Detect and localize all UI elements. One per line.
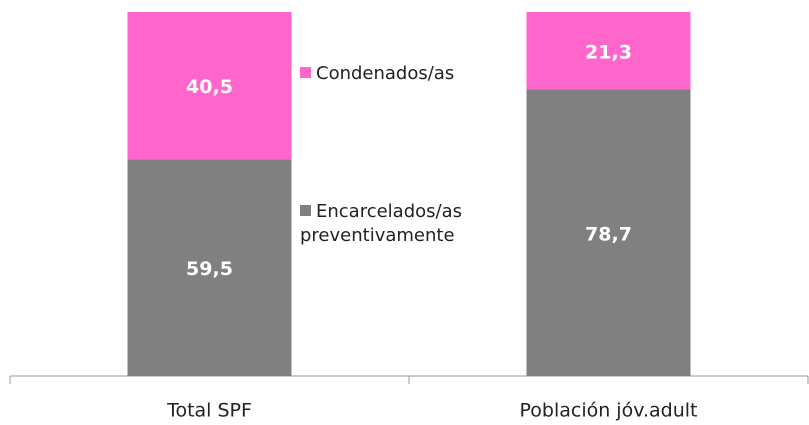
legend-swatch	[300, 67, 311, 78]
legend-entry: Condenados/as	[300, 62, 500, 86]
legend-label: Condenados/as	[316, 63, 455, 84]
data-label: 40,5	[186, 76, 233, 98]
bar-segment	[526, 12, 691, 90]
x-tick-label: Población jóv.adult	[519, 400, 697, 422]
x-tick-label: Total SPF	[166, 400, 252, 422]
bar-segment	[127, 159, 292, 376]
legend-swatch	[300, 205, 311, 216]
legend-entry: Encarcelados/as preventivamente	[300, 200, 500, 248]
bar-segment	[127, 12, 292, 160]
bar-segment	[526, 89, 691, 377]
data-label: 59,5	[186, 258, 233, 280]
data-label: 78,7	[585, 223, 632, 245]
legend-label: Encarcelados/as preventivamente	[300, 201, 463, 246]
data-label: 21,3	[585, 41, 632, 63]
